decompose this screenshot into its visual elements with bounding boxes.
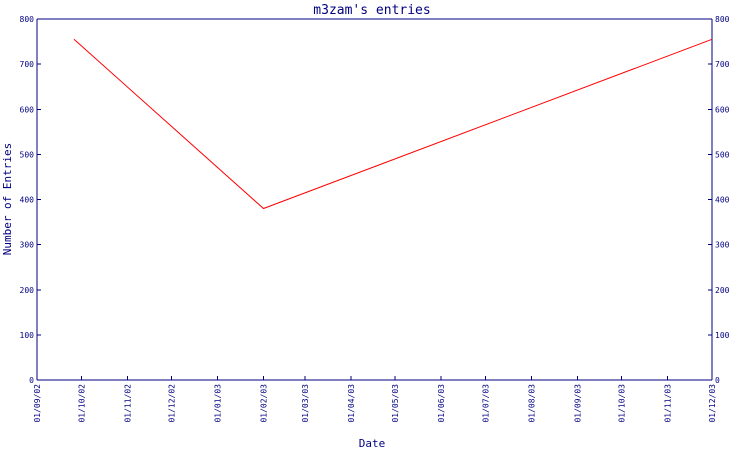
y-tick-label-right: 600 <box>715 105 730 114</box>
y-tick-label-right: 200 <box>715 286 730 295</box>
x-tick-label: 01/02/03 <box>259 384 268 423</box>
y-tick-label-left: 100 <box>20 331 35 340</box>
x-axis-label: Date <box>359 437 386 450</box>
y-tick-label-left: 200 <box>20 286 35 295</box>
x-tick-label: 01/01/03 <box>214 384 223 423</box>
y-tick-label-right: 100 <box>715 331 730 340</box>
y-tick-label-right: 800 <box>715 15 730 24</box>
y-tick-label-left: 400 <box>20 196 35 205</box>
y-tick-label-right: 0 <box>715 376 720 385</box>
y-tick-label-left: 800 <box>20 15 35 24</box>
x-tick-label: 01/10/02 <box>77 384 86 423</box>
x-tick-label: 01/11/02 <box>123 384 132 423</box>
series-layer <box>73 38 713 210</box>
x-tick-label: 01/04/03 <box>347 384 356 423</box>
x-tick-label: 01/08/03 <box>527 384 536 423</box>
y-tick-label-right: 500 <box>715 150 730 159</box>
x-tick-label: 01/07/03 <box>482 384 491 423</box>
y-tick-label-right: 400 <box>715 196 730 205</box>
x-tick-label: 01/12/03 <box>708 384 717 423</box>
y-tick-label-left: 0 <box>29 376 34 385</box>
x-tick-label: 01/09/02 <box>33 384 42 423</box>
y-tick-label-right: 300 <box>715 241 730 250</box>
y-axis-ticks: 0 0 100 100 200 200 300 300 400 400 500 500 600 600 70… <box>20 15 730 385</box>
x-tick-label: 01/09/03 <box>573 384 582 423</box>
x-tick-label: 01/03/03 <box>301 384 310 423</box>
x-axis-ticks: 01/09/02 01/10/02 01/11/02 01/12/02 01/01/03… <box>33 376 717 423</box>
y-tick-label-right: 700 <box>715 60 730 69</box>
y-tick-label-left: 300 <box>20 241 35 250</box>
y-axis-label: Number of Entries <box>1 143 14 256</box>
y-tick-label-left: 700 <box>20 60 35 69</box>
series-line <box>73 38 713 210</box>
x-tick-label: 01/11/03 <box>664 384 673 423</box>
x-tick-label: 01/12/02 <box>168 384 177 423</box>
x-tick-label: 01/10/03 <box>618 384 627 423</box>
x-tick-label: 01/06/03 <box>437 384 446 423</box>
y-tick-label-left: 500 <box>20 150 35 159</box>
chart-title: m3zam's entries <box>313 3 430 18</box>
x-tick-label: 01/05/03 <box>391 384 400 423</box>
y-tick-label-left: 600 <box>20 105 35 114</box>
